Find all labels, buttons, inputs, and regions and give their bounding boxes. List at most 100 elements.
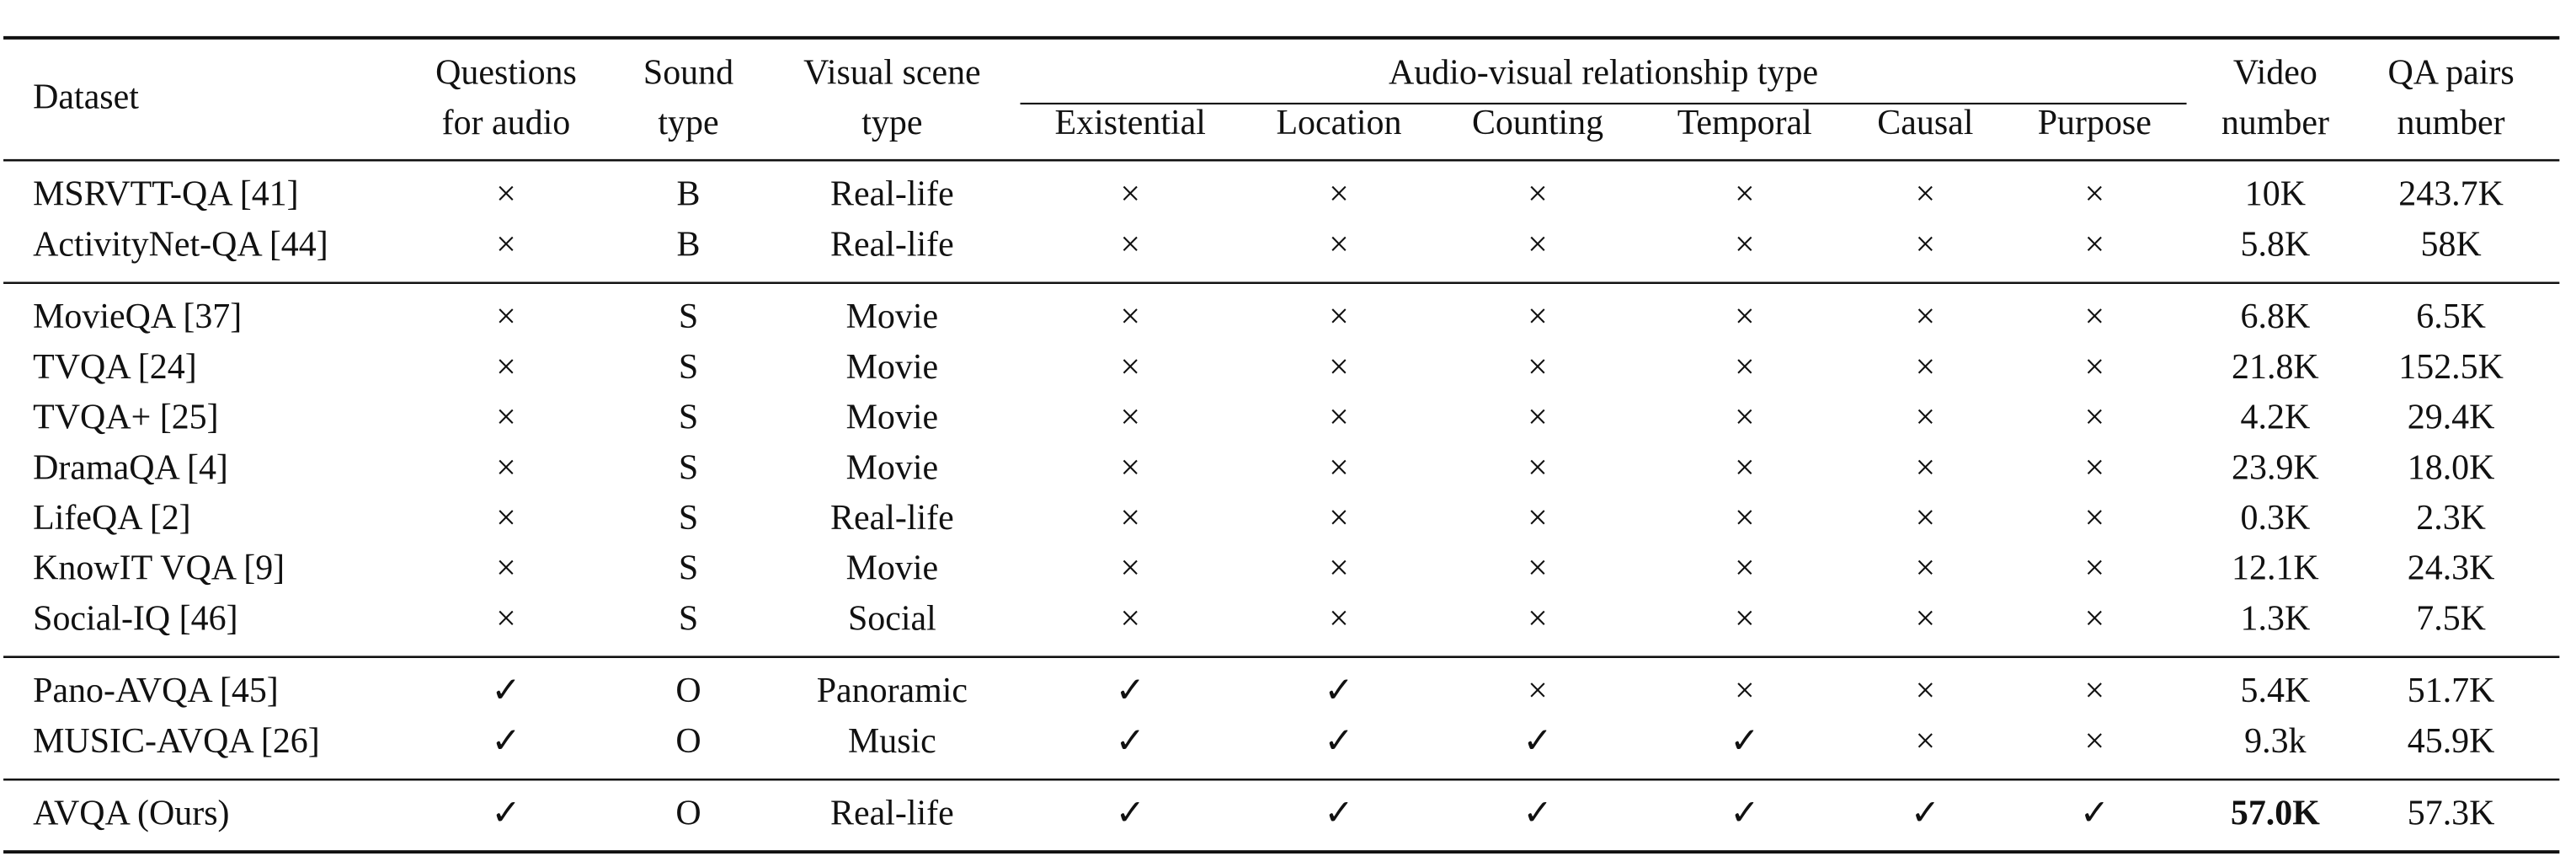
header-cell: Video: [2233, 53, 2317, 92]
cell: ×: [1329, 399, 1349, 437]
cell: ×: [1528, 672, 1548, 710]
cell: ×: [1329, 549, 1349, 588]
cell: 21.8K: [2232, 348, 2319, 387]
cell: ×: [1735, 297, 1755, 336]
cell: Real-life: [830, 225, 954, 264]
cell: S: [679, 499, 698, 538]
cell: Real-life: [830, 175, 954, 214]
cell: ×: [1916, 448, 1936, 487]
cell: ×: [496, 399, 516, 437]
cell: ✓: [1730, 722, 1759, 761]
cell: ✓: [2080, 795, 2109, 833]
cell: ✓: [1730, 795, 1759, 833]
cell: ×: [2084, 448, 2104, 487]
cell: Movie: [846, 399, 938, 437]
cell: ×: [1735, 225, 1755, 264]
cell: 10K: [2245, 175, 2306, 214]
dataset-name: Pano-AVQA [45]: [33, 672, 279, 710]
cell: O: [675, 672, 701, 710]
cell: ×: [496, 499, 516, 538]
cell: 12.1K: [2232, 549, 2319, 588]
cell: 5.8K: [2241, 225, 2311, 264]
cell: O: [675, 722, 701, 761]
cell: ×: [496, 225, 516, 264]
cell: ×: [2084, 399, 2104, 437]
dataset-name: AVQA (Ours): [33, 795, 229, 833]
cell: 152.5K: [2398, 348, 2504, 387]
cell: 4.2K: [2241, 399, 2311, 437]
cell: ×: [1329, 599, 1349, 638]
header-subcell: Counting: [1472, 104, 1603, 142]
cell: 24.3K: [2408, 549, 2495, 588]
cell: ×: [1528, 549, 1548, 588]
header-cell: type: [658, 104, 718, 142]
cell: ×: [1916, 225, 1936, 264]
header-cell: number: [2397, 104, 2505, 142]
cell: 57.3K: [2408, 795, 2495, 833]
cell: ×: [1916, 499, 1936, 538]
cell: S: [679, 297, 698, 336]
dataset-name: KnowIT VQA [9]: [33, 549, 285, 588]
cell: 9.3k: [2244, 722, 2306, 761]
cell: 45.9K: [2408, 722, 2495, 761]
cell: ×: [1120, 225, 1140, 264]
header-cell: QA pairs: [2387, 53, 2514, 92]
cell: ×: [2084, 722, 2104, 761]
cell: ×: [2084, 348, 2104, 387]
cell: Movie: [846, 549, 938, 588]
header-cell: number: [2221, 104, 2329, 142]
cell: ×: [1735, 672, 1755, 710]
cell: ×: [1329, 499, 1349, 538]
cell: ✓: [491, 672, 520, 710]
cell: ×: [1735, 175, 1755, 214]
cell: 57.0K: [2231, 795, 2320, 833]
header-cell: Questions: [435, 53, 577, 92]
dataset-name: LifeQA [2]: [33, 499, 191, 538]
cell: ✓: [1324, 795, 1353, 833]
cell: S: [679, 448, 698, 487]
cell: ×: [1916, 722, 1936, 761]
header-subcell: Location: [1276, 104, 1401, 142]
cell: ×: [2084, 549, 2104, 588]
cell: B: [676, 175, 700, 214]
cell: 243.7K: [2398, 175, 2504, 214]
cell: 5.4K: [2241, 672, 2311, 710]
dataset-name: TVQA [24]: [33, 348, 197, 387]
cell: 7.5K: [2416, 599, 2486, 638]
cell: ×: [1120, 599, 1140, 638]
cell: ×: [1735, 499, 1755, 538]
cell: ×: [1120, 297, 1140, 336]
cell: ×: [1528, 399, 1548, 437]
cell: ×: [1916, 399, 1936, 437]
header-cell: Dataset: [33, 78, 139, 117]
cell: ×: [496, 175, 516, 214]
cell: ×: [1329, 225, 1349, 264]
cell: 58K: [2420, 225, 2481, 264]
cell: ×: [2084, 297, 2104, 336]
cell: ×: [1329, 297, 1349, 336]
cell: ×: [1735, 348, 1755, 387]
cell: ×: [496, 348, 516, 387]
header-group: Audio-visual relationship type: [1389, 53, 1818, 92]
cell: ×: [1329, 175, 1349, 214]
header-subcell: Temporal: [1677, 104, 1812, 142]
cell: 51.7K: [2408, 672, 2495, 710]
cell: 18.0K: [2408, 448, 2495, 487]
cell: ×: [1120, 499, 1140, 538]
cell: ×: [1528, 225, 1548, 264]
cell: ×: [2084, 225, 2104, 264]
cell: ×: [2084, 672, 2104, 710]
cell: 6.8K: [2241, 297, 2311, 336]
cell: ×: [1528, 499, 1548, 538]
cell: ×: [1916, 599, 1936, 638]
cell: ✓: [1116, 672, 1145, 710]
cell: S: [679, 549, 698, 588]
cell: ×: [496, 297, 516, 336]
cell: ×: [1120, 348, 1140, 387]
cell: ×: [1329, 448, 1349, 487]
cell: B: [676, 225, 700, 264]
cell: ×: [1735, 599, 1755, 638]
cell: ✓: [1116, 795, 1145, 833]
cell: ×: [1916, 175, 1936, 214]
